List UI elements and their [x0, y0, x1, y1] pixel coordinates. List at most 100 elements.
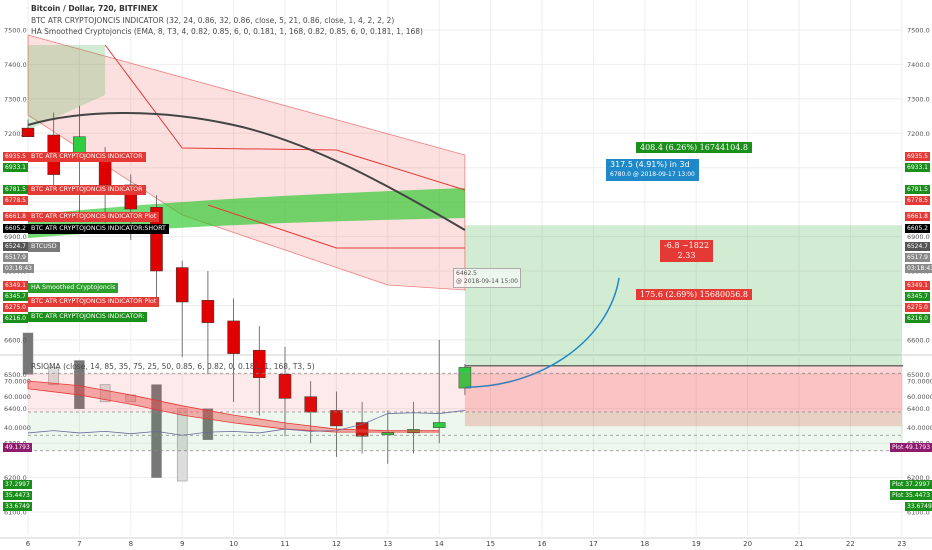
x-tick-label: 6: [26, 540, 31, 548]
x-tick-label: 23: [897, 540, 906, 548]
price-tag-right: 6781.5: [905, 185, 930, 194]
price-tag-left: 6275.0: [3, 303, 28, 312]
projection-label[interactable]: 317.5 (4.91%) in 3d 6780.0 @ 2018-09-17 …: [606, 159, 699, 181]
atr-plot-label: BTC ATR CRYPTOJONCIS INDICATOR Plot: [28, 297, 160, 307]
rsioma-legend[interactable]: RSIOMA (close, 14, 85, 35, 75, 25, 50, 0…: [31, 362, 315, 371]
price-tag-right: 6275.0: [905, 303, 930, 312]
price-tag-left: 6933.1: [3, 163, 28, 172]
candle-body: [21, 127, 35, 137]
rsi-y-tick-right: 60.0000: [907, 393, 932, 401]
projection-line-1: 317.5 (4.91%) in 3d: [610, 160, 690, 169]
rsi-tag-right: Plot 35.4473: [890, 491, 932, 500]
candle-body: [407, 429, 420, 434]
ratio-line-2: 2.33: [677, 251, 696, 260]
btcusd-label: BTCUSD: [28, 242, 60, 252]
volume-bar: [202, 408, 214, 440]
rsi-tag-right: Plot 49.1793: [890, 443, 932, 452]
plot-prefix: Plot: [892, 481, 904, 488]
x-tick-label: 7: [77, 540, 81, 548]
price-tag-right: 6349.1: [905, 281, 930, 290]
price-tag-right: 6605.2: [905, 224, 930, 233]
rsi-ma-band: [27, 380, 440, 433]
price-tag-right: 6524.7: [905, 242, 930, 251]
plot-prefix: Plot: [892, 444, 904, 451]
rsi-tag-left: 37.2997: [3, 480, 32, 489]
rsi-tag-left: 35.4473: [3, 491, 32, 500]
x-tick-label: 20: [743, 540, 752, 548]
rsi-tag-right: Plot 37.2997: [890, 480, 932, 489]
chart-title: Bitcoin / Dollar, 720, BITFINEX: [31, 4, 158, 13]
y-tick-label-right: 7500.0: [907, 27, 930, 35]
volume-bar: [22, 332, 34, 375]
price-pane-bg: [0, 0, 932, 352]
x-tick-label: 15: [486, 540, 495, 548]
price-tag-left: 6605.2: [3, 224, 28, 233]
y-tick-label-left: 6400.0: [4, 405, 27, 413]
plot-prefix: Plot: [892, 492, 904, 499]
price-tag-right: 6661.8: [905, 212, 930, 221]
projection-curve: [464, 277, 620, 388]
risk-reward-label[interactable]: -6.8 −1822 2.33: [660, 240, 714, 262]
y-tick-label-left: 6500.0: [4, 371, 27, 379]
plot-value: 37.2997: [905, 481, 931, 488]
price-tag-right: 6935.5: [905, 152, 930, 161]
y-tick-label-left: 7500.0: [4, 27, 27, 35]
candle-body: [150, 207, 163, 272]
x-tick-label: 21: [795, 540, 804, 548]
target-label[interactable]: 408.4 (6.26%) 16744104.8: [636, 142, 752, 153]
moving-average-line: [27, 112, 466, 231]
price-tag-right: 6216.0: [905, 314, 930, 323]
atr-long-label: BTC ATR CRYPTOJONCIS INDICATOR:: [28, 312, 148, 322]
y-tick-label-right: 6200.0: [907, 474, 930, 482]
stop-zone: [464, 365, 902, 427]
price-tag-right: 6933.1: [905, 163, 930, 172]
plot-value: 33.6749: [907, 503, 932, 510]
x-tick-label: 8: [129, 540, 133, 548]
price-tag-left: 6216.0: [3, 314, 28, 323]
indicator-atr-legend[interactable]: BTC ATR CRYPTOJONCIS INDICATOR (32, 24, …: [31, 16, 395, 25]
y-tick-label-right: 7400.0: [907, 61, 930, 69]
volume-bar: [74, 360, 85, 409]
rsi-y-tick-left: 70.0000: [4, 378, 31, 386]
x-tick-label: 18: [640, 540, 649, 548]
atr-short-label: BTC ATR CRYPTOJONCIS INDICATOR:SHORT: [28, 224, 169, 234]
atr-stop-line: [104, 44, 466, 191]
candle-body: [175, 267, 189, 303]
price-tag-left: 6517.9: [3, 253, 28, 262]
ha-cloud-early: [28, 45, 106, 130]
plot-value: 35.4473: [905, 492, 931, 499]
cursor-tooltip: 6462.5 @ 2018-09-14 15:00: [453, 268, 521, 288]
price-tag-left: 6345.7: [3, 292, 28, 301]
y-tick-label-left: 6100.0: [4, 509, 27, 517]
y-tick-label-left: 7300.0: [4, 95, 27, 103]
x-tick-label: 17: [589, 540, 598, 548]
price-tag-left: 6935.5: [3, 152, 28, 161]
x-tick-label: 10: [229, 540, 238, 548]
volume-bar: [99, 384, 111, 403]
rsi-tag-left: 33.6749: [3, 502, 32, 511]
rsi-overbought-zone: [28, 373, 903, 412]
rsi-y-tick-right: 40.0000: [907, 424, 932, 432]
candle-body: [227, 320, 240, 354]
projection-line-2: 6780.0 @ 2018-09-17 13:00: [610, 171, 695, 178]
price-tag-left: 6781.5: [3, 185, 28, 194]
x-tick-label: 14: [435, 540, 444, 548]
ratio-line-1: -6.8 −1822: [664, 241, 710, 250]
y-tick-label-right: 6900.0: [907, 233, 930, 241]
rsi-line: [27, 410, 465, 436]
atr-signal-label: BTC ATR CRYPTOJONCIS INDICATOR: [28, 185, 146, 195]
atr-cloud: [27, 34, 466, 291]
volume-bar: [176, 408, 188, 482]
y-tick-label-left: 6200.0: [4, 474, 27, 482]
stop-label[interactable]: 175.6 (2.69%) 15680056.8: [636, 289, 752, 300]
rsi-y-tick-right: 70.0000: [907, 378, 932, 386]
x-tick-label: 22: [846, 540, 855, 548]
atr-signal-label: BTC ATR CRYPTOJONCIS INDICATOR: [28, 152, 146, 162]
indicator-ha-legend[interactable]: HA Smoothed Cryptojoncis (EMA, 8, T3, 4,…: [31, 27, 423, 36]
x-tick-label: 9: [180, 540, 184, 548]
cursor-price: 6462.5: [456, 270, 477, 277]
x-tick-label: 13: [383, 540, 392, 548]
countdown-tag-left: 03:18:43: [3, 264, 34, 273]
price-tag-right: 6345.7: [905, 292, 930, 301]
